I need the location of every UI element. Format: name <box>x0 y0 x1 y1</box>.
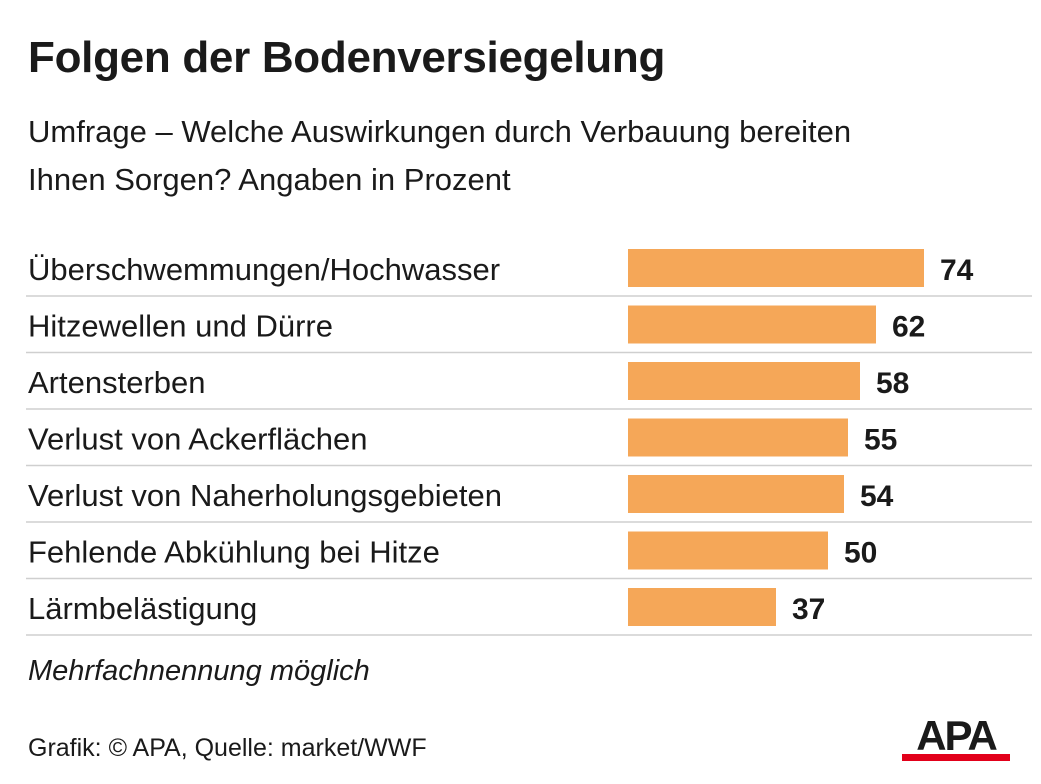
bar <box>628 531 828 570</box>
category-label: Artensterben <box>28 365 206 400</box>
chart-subtitle: Umfrage – Welche Auswirkungen durch Verb… <box>28 114 852 197</box>
category-label: Hitzewellen und Dürre <box>28 309 333 344</box>
bar-row: Überschwemmungen/Hochwasser 74 <box>26 249 1032 297</box>
bar <box>628 588 776 626</box>
bar <box>628 362 860 400</box>
chart-note: Mehrfachnennung möglich <box>28 655 370 687</box>
apa-logo-text: APA <box>916 712 997 759</box>
bar-row: Lärmbelästigung 37 <box>26 588 1032 636</box>
value-label: 54 <box>860 480 894 513</box>
value-label: 50 <box>844 537 877 570</box>
category-label: Lärmbelästigung <box>28 591 257 626</box>
bar <box>628 305 876 344</box>
category-label: Verlust von Ackerflächen <box>28 422 367 457</box>
bar <box>628 418 848 457</box>
bar <box>628 249 924 287</box>
chart-title: Folgen der Bodenversiegelung <box>28 33 666 82</box>
value-label: 74 <box>940 254 974 287</box>
category-label: Überschwemmungen/Hochwasser <box>28 252 500 287</box>
bar-row: Verlust von Naherholungsgebieten 54 <box>26 475 1032 523</box>
value-label: 58 <box>876 367 909 400</box>
bar <box>628 475 844 513</box>
value-label: 62 <box>892 311 925 344</box>
apa-logo: APA <box>902 712 1010 761</box>
category-label: Fehlende Abkühlung bei Hitze <box>28 535 440 570</box>
apa-logo-underline <box>902 754 1010 761</box>
value-label: 37 <box>792 593 825 626</box>
bar-chart: Überschwemmungen/Hochwasser 74 Hitzewellen… <box>26 249 1032 636</box>
bar-row: Artensterben 58 <box>26 362 1032 410</box>
bar-row: Hitzewellen und Dürre 62 <box>26 305 1032 354</box>
bar-row: Fehlende Abkühlung bei Hitze 50 <box>26 531 1032 580</box>
value-label: 55 <box>864 424 897 457</box>
source-credit: Grafik: © APA, Quelle: market/WWF <box>28 734 427 762</box>
category-label: Verlust von Naherholungsgebieten <box>28 478 502 513</box>
bar-row: Verlust von Ackerflächen 55 <box>26 418 1032 467</box>
